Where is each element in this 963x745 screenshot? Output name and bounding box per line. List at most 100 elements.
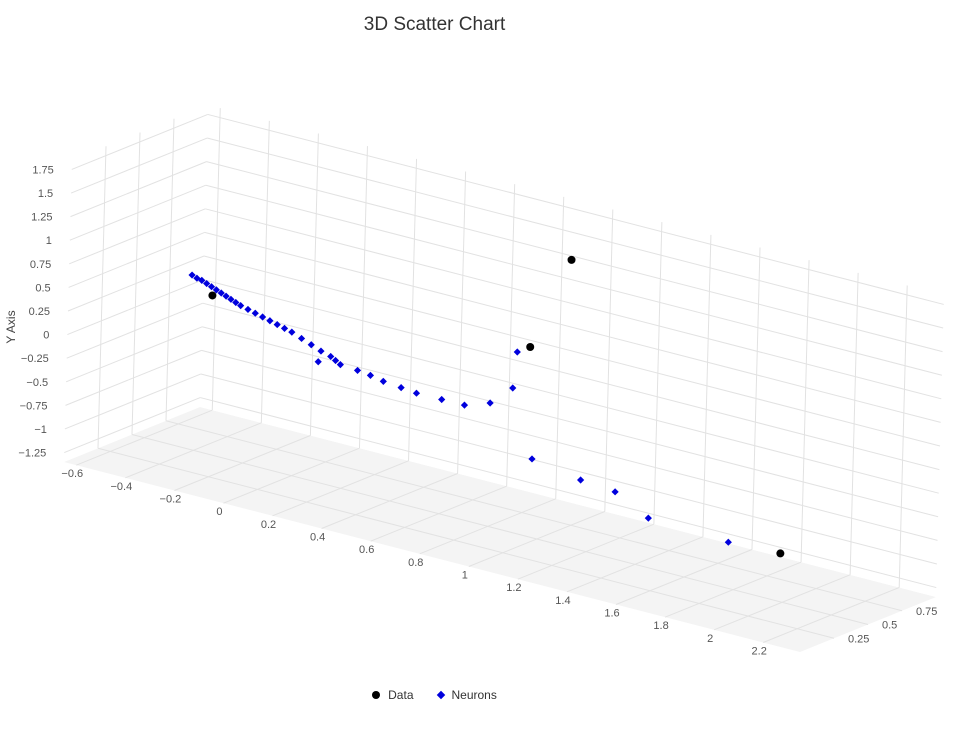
- neuron-point[interactable]: [222, 292, 230, 300]
- y-gridline-back: [200, 373, 937, 565]
- neuron-point[interactable]: [307, 341, 315, 349]
- z-tick-label: 0.75: [916, 606, 937, 618]
- y-tick-label: 0.5: [35, 282, 50, 294]
- neuron-point[interactable]: [379, 377, 387, 385]
- y-gridline-back: [207, 137, 944, 329]
- neuron-point[interactable]: [317, 347, 325, 355]
- neuron-point[interactable]: [244, 305, 252, 314]
- x-tick-label: −0.6: [61, 468, 83, 480]
- axis-walls: [64, 105, 944, 652]
- neuron-point[interactable]: [198, 276, 206, 285]
- neuron-point[interactable]: [327, 352, 335, 361]
- neuron-point[interactable]: [212, 286, 220, 294]
- z-gridline-side: [165, 118, 175, 421]
- x-tick-label: 0.8: [408, 557, 423, 569]
- y-gridline-back: [203, 255, 941, 447]
- chart-title: 3D Scatter Chart: [363, 14, 506, 35]
- neuron-point[interactable]: [266, 317, 274, 325]
- neuron-point[interactable]: [509, 384, 517, 392]
- y-tick-label: 1.5: [38, 188, 53, 200]
- y-axis-label: Y Axis: [4, 310, 18, 343]
- x-tick-label: 1: [462, 570, 468, 582]
- neuron-point[interactable]: [297, 334, 306, 343]
- legend-item-neurons[interactable]: Neurons: [436, 688, 497, 702]
- neuron-point[interactable]: [188, 271, 196, 279]
- z-tick-label: 0.5: [882, 620, 897, 632]
- x-tick-label: 2.2: [752, 646, 767, 658]
- x-tick-label: −0.4: [110, 481, 132, 493]
- neuron-point[interactable]: [486, 399, 494, 407]
- y-tick-label: 1.75: [32, 164, 53, 176]
- neuron-point[interactable]: [528, 455, 536, 463]
- neuron-point[interactable]: [237, 302, 245, 310]
- neuron-point[interactable]: [353, 366, 362, 375]
- neuron-point[interactable]: [258, 313, 267, 321]
- y-tick-label: 1: [46, 235, 52, 247]
- neuron-point[interactable]: [724, 538, 732, 546]
- y-gridline-back: [205, 184, 942, 376]
- neuron-point[interactable]: [273, 320, 281, 329]
- neuron-point[interactable]: [251, 309, 259, 317]
- neuron-point[interactable]: [314, 358, 322, 366]
- neuron-point[interactable]: [611, 488, 619, 496]
- neuron-point[interactable]: [644, 514, 652, 522]
- legend[interactable]: Data Neurons: [0, 688, 869, 702]
- grid-lines: [64, 108, 944, 643]
- x-tick-label: 2: [707, 633, 713, 645]
- y-gridline-back: [203, 279, 940, 471]
- neuron-point[interactable]: [513, 348, 521, 356]
- z-gridline-side: [131, 132, 141, 435]
- x-tick-label: 0.4: [310, 532, 325, 544]
- neuron-point[interactable]: [217, 289, 225, 297]
- legend-item-data[interactable]: Data: [372, 688, 414, 702]
- x-tick-label: 1.8: [653, 620, 668, 632]
- neuron-point[interactable]: [331, 356, 340, 365]
- y-gridline-back: [205, 208, 942, 400]
- neuron-point[interactable]: [438, 395, 446, 404]
- y-tick-label: 0: [43, 330, 49, 342]
- y-tick-label: −0.75: [20, 400, 48, 412]
- neuron-point[interactable]: [412, 389, 421, 397]
- y-tick-label: 1.25: [31, 212, 52, 224]
- y-tick-label: −1: [34, 424, 47, 436]
- y-tick-label: −0.25: [21, 353, 49, 365]
- neuron-point[interactable]: [460, 401, 469, 409]
- x-tick-label: −0.2: [160, 494, 182, 506]
- z-gridline-floor: [131, 434, 869, 625]
- y-gridline-back: [200, 397, 937, 589]
- neuron-point[interactable]: [227, 295, 235, 303]
- data-point[interactable]: [208, 291, 217, 300]
- x-tick-label: 0.2: [261, 519, 276, 531]
- neuron-point[interactable]: [366, 371, 375, 380]
- neuron-point[interactable]: [336, 361, 344, 369]
- x-tick-label: 1.4: [555, 595, 570, 607]
- neuron-point[interactable]: [207, 283, 216, 291]
- neuron-point[interactable]: [280, 324, 289, 332]
- y-gridline-back: [202, 302, 939, 494]
- data-point[interactable]: [776, 549, 785, 558]
- tick-labels: −0.6 −0.4 −0.2 0 0.2 0.4 0.6 0.8 1 1.2 1.4 1.6 1.8 2 2…: [18, 164, 937, 657]
- x-tick-label: 0: [216, 506, 222, 518]
- y-tick-label: 0.25: [29, 306, 50, 318]
- y-tick-label: 0.75: [30, 259, 51, 271]
- y-gridline-back: [204, 231, 941, 423]
- neuron-point[interactable]: [232, 298, 240, 307]
- data-points: [188, 255, 785, 558]
- y-gridline-back: [202, 326, 939, 518]
- neuron-point[interactable]: [203, 279, 211, 288]
- x-tick-label: 1.6: [604, 608, 619, 620]
- z-gridline-floor: [97, 447, 835, 639]
- y-gridline-back: [206, 161, 943, 353]
- data-point[interactable]: [567, 255, 576, 264]
- y-tick-label: −1.25: [18, 448, 46, 460]
- y-gridline-back: [201, 349, 938, 541]
- data-point[interactable]: [526, 343, 535, 352]
- circle-marker-icon: [372, 691, 381, 699]
- legend-label-neurons: Neurons: [451, 688, 497, 702]
- neuron-point[interactable]: [397, 383, 405, 392]
- x-tick-label: 0.6: [359, 544, 374, 556]
- neuron-point[interactable]: [288, 328, 296, 336]
- neuron-point[interactable]: [577, 476, 585, 484]
- x-tick-label: 1.2: [506, 582, 521, 594]
